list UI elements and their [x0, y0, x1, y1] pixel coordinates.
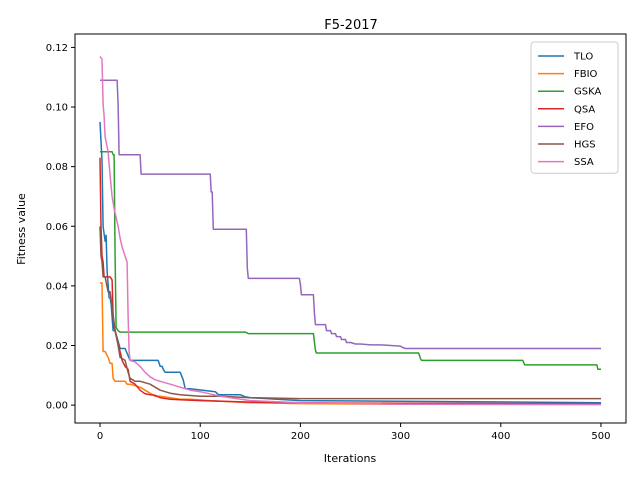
- y-tick-label: 0.10: [46, 103, 68, 114]
- legend: TLO FBIO GSKA QSA EFO HGS SSA: [530, 41, 619, 174]
- series-line-hgs: [99, 226, 601, 400]
- y-tick-label: 0.12: [46, 43, 68, 54]
- legend-label-hgs: HGS: [574, 140, 596, 151]
- y-axis: 0.00 0.02 0.04 0.06 0.08 0.10 0.12: [46, 43, 75, 412]
- series-line-ssa: [99, 55, 602, 406]
- y-tick-label: 0.08: [46, 162, 68, 173]
- x-tick-label: 500: [591, 431, 610, 442]
- legend-label-fbio: FBIO: [574, 69, 598, 80]
- x-tick-label: 100: [191, 431, 210, 442]
- y-tick-label: 0.04: [46, 281, 68, 292]
- y-tick-label: 0.00: [46, 401, 68, 412]
- legend-label-tlo: TLO: [573, 52, 593, 63]
- plot-area: [99, 55, 602, 406]
- x-tick-label: 400: [491, 431, 510, 442]
- legend-frame: [530, 41, 619, 174]
- legend-label-gska: GSKA: [574, 87, 601, 98]
- series-line-tlo: [99, 121, 602, 404]
- legend-label-efo: EFO: [574, 122, 594, 133]
- x-tick-label: 300: [391, 431, 410, 442]
- y-tick-label: 0.06: [46, 222, 68, 233]
- plot-frame: [74, 33, 627, 424]
- x-axis-label: Iterations: [324, 452, 377, 465]
- chart-title: F5-2017: [324, 18, 378, 33]
- y-axis-label: Fitness value: [15, 193, 28, 265]
- series-line-gska: [100, 150, 601, 371]
- legend-label-qsa: QSA: [574, 104, 595, 115]
- x-tick-label: 0: [97, 431, 103, 442]
- y-tick-label: 0.02: [46, 341, 68, 352]
- x-axis: 0 100 200 300 400 500: [97, 423, 611, 442]
- legend-label-ssa: SSA: [574, 157, 594, 168]
- series-line-efo: [100, 79, 601, 350]
- x-tick-label: 200: [291, 431, 310, 442]
